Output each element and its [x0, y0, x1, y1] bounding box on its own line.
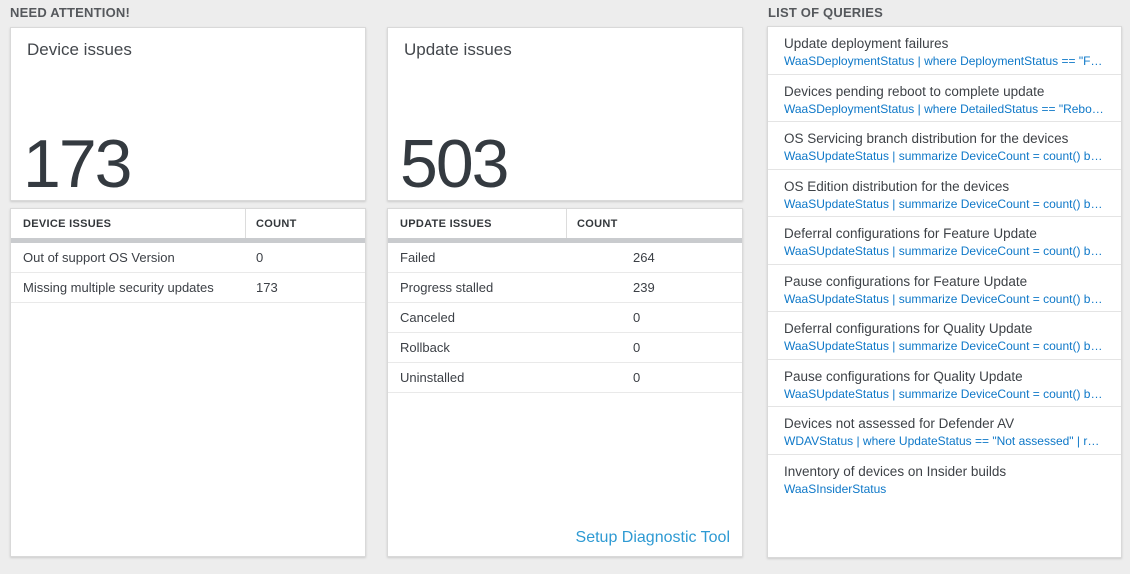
issue-count: 0	[633, 340, 641, 355]
queries-card: Update deployment failures WaaSDeploymen…	[767, 26, 1122, 558]
issue-label: Missing multiple security updates	[23, 280, 214, 295]
device-table-body: Out of support OS Version 0 Missing mult…	[11, 243, 365, 303]
update-issues-title: Update issues	[404, 40, 512, 59]
query-text[interactable]: WaaSDeploymentStatus | where DeploymentS…	[784, 54, 1105, 68]
query-title: Update deployment failures	[784, 36, 949, 51]
query-title: OS Edition distribution for the devices	[784, 178, 1010, 194]
issue-count: 239	[633, 280, 655, 295]
table-row[interactable]: Failed 264	[388, 243, 742, 273]
query-list-item[interactable]: Inventory of devices on Insider builds W…	[768, 455, 1121, 503]
query-list-item[interactable]: Devices pending reboot to complete updat…	[768, 75, 1121, 122]
issue-label: Uninstalled	[400, 370, 465, 385]
issue-label: Progress stalled	[400, 280, 494, 295]
need-attention-section-header: NEED ATTENTION!	[10, 5, 130, 20]
table-header-divider	[11, 238, 365, 243]
query-title: OS Servicing branch distribution for the…	[784, 131, 1069, 146]
query-list-item[interactable]: OS Edition distribution for the devices …	[768, 170, 1121, 217]
column-header-count: COUNT	[245, 209, 365, 238]
query-list-item[interactable]: Pause configurations for Quality Update …	[768, 360, 1121, 407]
column-header-count: COUNT	[566, 209, 742, 238]
query-list-item[interactable]: Pause configurations for Feature Update …	[768, 265, 1121, 312]
query-text[interactable]: WaaSUpdateStatus | summarize DeviceCount…	[784, 149, 1105, 163]
query-list-item[interactable]: Deferral configurations for Feature Upda…	[768, 217, 1121, 265]
query-text[interactable]: WaaSUpdateStatus | summarize DeviceCount…	[784, 291, 1105, 306]
issue-count: 0	[256, 250, 264, 265]
list-of-queries-section-header: LIST OF QUERIES	[768, 5, 883, 20]
table-row[interactable]: Progress stalled 239	[388, 273, 742, 303]
issue-count: 264	[633, 250, 655, 265]
issue-label: Out of support OS Version	[23, 250, 175, 265]
query-title: Devices pending reboot to complete updat…	[784, 83, 1045, 99]
issue-label: Failed	[400, 250, 436, 265]
query-text[interactable]: WaaSUpdateStatus | summarize DeviceCount…	[784, 386, 1105, 401]
table-header-divider	[388, 238, 742, 243]
issue-count: 173	[256, 280, 278, 295]
table-row[interactable]: Missing multiple security updates 173	[11, 273, 365, 303]
column-header-device-issues: DEVICE ISSUES	[23, 217, 112, 230]
query-text[interactable]: WaaSUpdateStatus | summarize DeviceCount…	[784, 339, 1105, 353]
table-row[interactable]: Uninstalled 0	[388, 363, 742, 393]
column-header-update-issues: UPDATE ISSUES	[400, 217, 492, 230]
update-issues-table-card: UPDATE ISSUES COUNT Failed 264 Progress …	[387, 208, 743, 557]
update-issues-tile[interactable]: Update issues 503	[387, 27, 743, 201]
query-list-item[interactable]: OS Servicing branch distribution for the…	[768, 122, 1121, 170]
update-issues-count: 503	[400, 125, 509, 202]
query-title: Pause configurations for Quality Update	[784, 368, 1023, 384]
table-row[interactable]: Out of support OS Version 0	[11, 243, 365, 273]
device-issues-title: Device issues	[27, 40, 132, 59]
update-table-header-row: UPDATE ISSUES COUNT	[388, 209, 742, 238]
issue-count: 0	[633, 370, 641, 385]
query-text[interactable]: WaaSUpdateStatus | summarize DeviceCount…	[784, 196, 1105, 211]
query-text[interactable]: WaaSUpdateStatus | summarize DeviceCount…	[784, 244, 1105, 258]
query-title: Deferral configurations for Feature Upda…	[784, 226, 1037, 241]
device-table-header-row: DEVICE ISSUES COUNT	[11, 209, 365, 238]
query-text[interactable]: WaaSDeploymentStatus | where DetailedSta…	[784, 101, 1105, 116]
query-title: Deferral configurations for Quality Upda…	[784, 321, 1033, 336]
query-list-item[interactable]: Deferral configurations for Quality Upda…	[768, 312, 1121, 360]
issue-count: 0	[633, 310, 641, 325]
update-table-body: Failed 264 Progress stalled 239 Canceled…	[388, 243, 742, 393]
query-list-item[interactable]: Devices not assessed for Defender AV WDA…	[768, 407, 1121, 455]
table-row[interactable]: Canceled 0	[388, 303, 742, 333]
issue-label: Rollback	[400, 340, 450, 355]
query-list-item[interactable]: Update deployment failures WaaSDeploymen…	[768, 27, 1121, 75]
device-issues-table-card: DEVICE ISSUES COUNT Out of support OS Ve…	[10, 208, 366, 557]
device-issues-count: 173	[23, 125, 132, 202]
query-title: Devices not assessed for Defender AV	[784, 416, 1015, 431]
issue-label: Canceled	[400, 310, 455, 325]
query-title: Pause configurations for Feature Update	[784, 273, 1028, 289]
table-row[interactable]: Rollback 0	[388, 333, 742, 363]
setup-diagnostic-tool-link[interactable]: Setup Diagnostic Tool	[575, 529, 730, 546]
query-text[interactable]: WDAVStatus | where UpdateStatus == "Not …	[784, 434, 1105, 448]
query-text[interactable]: WaaSInsiderStatus	[784, 481, 887, 496]
query-title: Inventory of devices on Insider builds	[784, 463, 1007, 479]
device-issues-tile[interactable]: Device issues 173	[10, 27, 366, 201]
